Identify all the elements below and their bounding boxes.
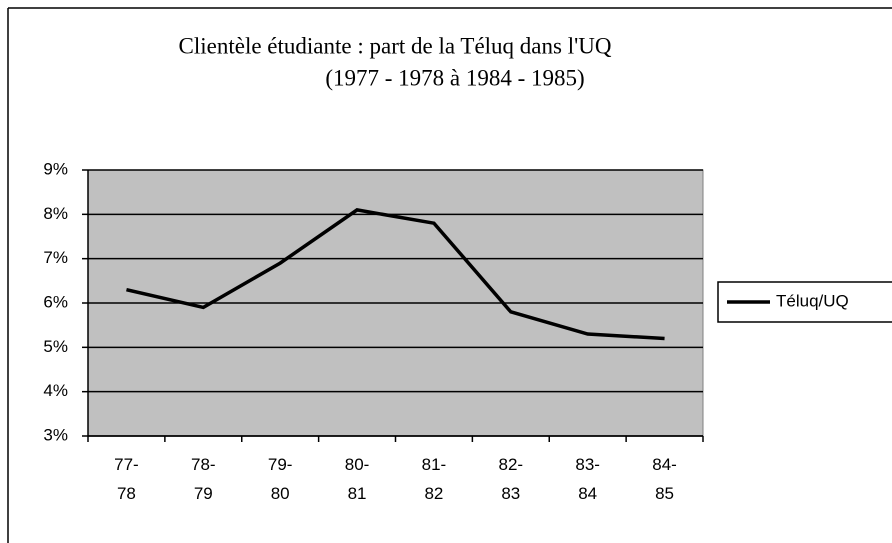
x-tick-label: 77-78 [114, 455, 139, 503]
chart-subtitle: (1977 - 1978 à 1984 - 1985) [325, 65, 584, 90]
chart-title: Clientèle étudiante : part de la Téluq d… [179, 33, 612, 58]
y-tick-label: 3% [43, 425, 68, 444]
y-tick-label: 6% [43, 292, 68, 311]
x-tick-label: 80-81 [344, 455, 370, 503]
y-tick-label: 8% [43, 204, 68, 223]
y-tick-label: 7% [43, 248, 68, 267]
line-series [126, 208, 665, 341]
x-tick-label: 82-83 [498, 455, 524, 503]
x-tick-label: 81-82 [421, 455, 447, 503]
y-tick-label: 4% [43, 381, 68, 400]
x-tick-label: 83-84 [575, 455, 600, 503]
y-tick-label: 9% [43, 159, 68, 178]
x-tick-label: 84-85 [652, 455, 677, 503]
x-tick-label: 78-79 [191, 455, 216, 503]
x-tick-label: 79-80 [267, 455, 293, 503]
y-tick-label: 5% [43, 337, 68, 356]
legend-label: Téluq/UQ [776, 291, 849, 310]
